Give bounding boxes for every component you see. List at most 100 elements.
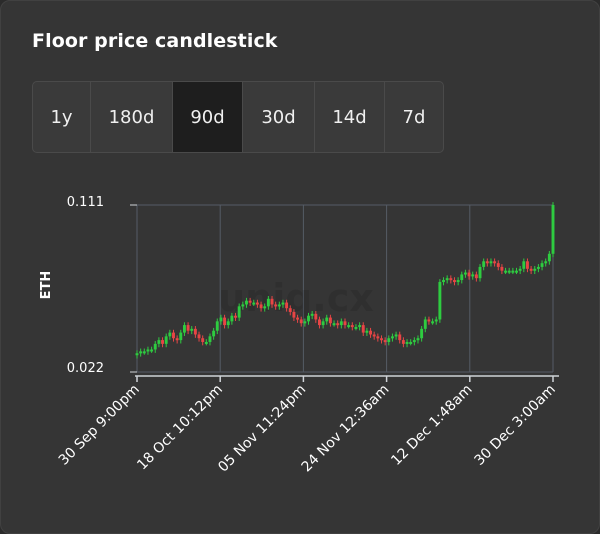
candle — [223, 314, 227, 329]
candle — [387, 335, 391, 346]
candle-body — [336, 323, 340, 326]
candle-body — [277, 304, 281, 307]
candle-body — [390, 336, 394, 339]
candle — [317, 316, 321, 329]
candle — [394, 331, 398, 340]
candle-body — [285, 302, 289, 309]
candle — [525, 258, 529, 273]
candle-body — [456, 280, 460, 283]
candle — [347, 322, 351, 329]
y-tick-label-max: 0.111 — [67, 195, 104, 210]
candle — [431, 318, 435, 325]
candle — [522, 258, 526, 273]
candle-body — [540, 263, 544, 267]
candle — [376, 333, 380, 342]
candle-body — [307, 315, 310, 322]
candle — [536, 264, 540, 273]
candle — [496, 260, 500, 271]
candle-body — [343, 321, 347, 326]
candle — [467, 269, 471, 280]
candle-body — [245, 300, 248, 305]
candle-body — [255, 302, 259, 305]
candle — [292, 309, 296, 321]
candle-body — [339, 321, 343, 326]
candle-body — [310, 313, 314, 316]
candle-body — [412, 340, 416, 343]
candle-body — [161, 340, 165, 344]
x-tick-label: 30 Sep 9:00pm — [56, 382, 143, 469]
y-axis-label: ETH — [39, 271, 54, 300]
candle — [529, 265, 533, 275]
candle-body — [401, 340, 405, 344]
candle — [328, 314, 332, 327]
candle-body — [471, 274, 475, 277]
candle-body — [190, 328, 194, 331]
candle — [146, 346, 150, 355]
candle-body — [292, 311, 296, 318]
candle — [544, 258, 548, 267]
candle — [168, 329, 172, 340]
candle-body — [212, 330, 216, 337]
chart-axes: 0.111 0.022 ETH — [39, 195, 104, 376]
candle-body — [387, 338, 391, 342]
candle-body — [237, 306, 241, 318]
candle — [372, 331, 376, 340]
candle-body — [350, 325, 354, 328]
candle — [365, 327, 369, 336]
candle — [321, 318, 325, 329]
candle — [135, 350, 139, 359]
candle-body — [270, 298, 274, 305]
candle — [179, 329, 183, 344]
candle-body — [317, 319, 321, 326]
candle — [175, 335, 179, 344]
candle-body — [365, 330, 369, 333]
range-option-30d[interactable]: 30d — [243, 82, 315, 152]
candle-body — [504, 270, 508, 273]
candle — [504, 267, 508, 275]
candle-body — [146, 349, 150, 352]
candle — [533, 265, 537, 275]
watermark: uniq.cx — [218, 276, 374, 320]
candle — [474, 271, 478, 282]
candle — [493, 258, 497, 267]
candle-body — [347, 325, 351, 328]
candle — [234, 312, 237, 321]
candle-body — [354, 326, 358, 329]
candle — [182, 322, 186, 336]
candle-body — [186, 325, 190, 331]
candle — [405, 339, 409, 348]
candle-body — [442, 280, 445, 283]
candle — [157, 337, 161, 348]
candle-body — [431, 321, 435, 324]
candle-body — [172, 332, 175, 339]
candle — [226, 318, 230, 329]
candle-body — [405, 341, 409, 344]
range-option-7d[interactable]: 7d — [402, 106, 426, 128]
candle — [277, 301, 281, 310]
candle — [245, 297, 248, 308]
candle-body — [157, 340, 161, 344]
candle — [500, 264, 504, 275]
candle-body — [321, 321, 325, 326]
candle-body — [369, 330, 373, 335]
range-option-90d[interactable]: 90d — [173, 82, 243, 152]
candle — [551, 202, 555, 258]
range-option-1y[interactable]: 1y — [33, 82, 91, 152]
candle-body — [449, 278, 453, 281]
candle — [518, 265, 522, 275]
range-option-14d[interactable]: 14d — [315, 82, 385, 152]
candle — [230, 312, 234, 325]
candle — [314, 311, 318, 323]
candle — [237, 303, 241, 321]
candle-body — [201, 338, 205, 342]
candle — [489, 258, 493, 267]
candle-body — [193, 328, 197, 335]
candle-body — [328, 317, 332, 324]
candle — [161, 337, 165, 348]
candle — [511, 267, 515, 275]
candle-body — [380, 338, 383, 341]
range-option-180d[interactable]: 180d — [91, 82, 173, 152]
candle — [423, 316, 427, 333]
candle-body — [241, 304, 245, 307]
